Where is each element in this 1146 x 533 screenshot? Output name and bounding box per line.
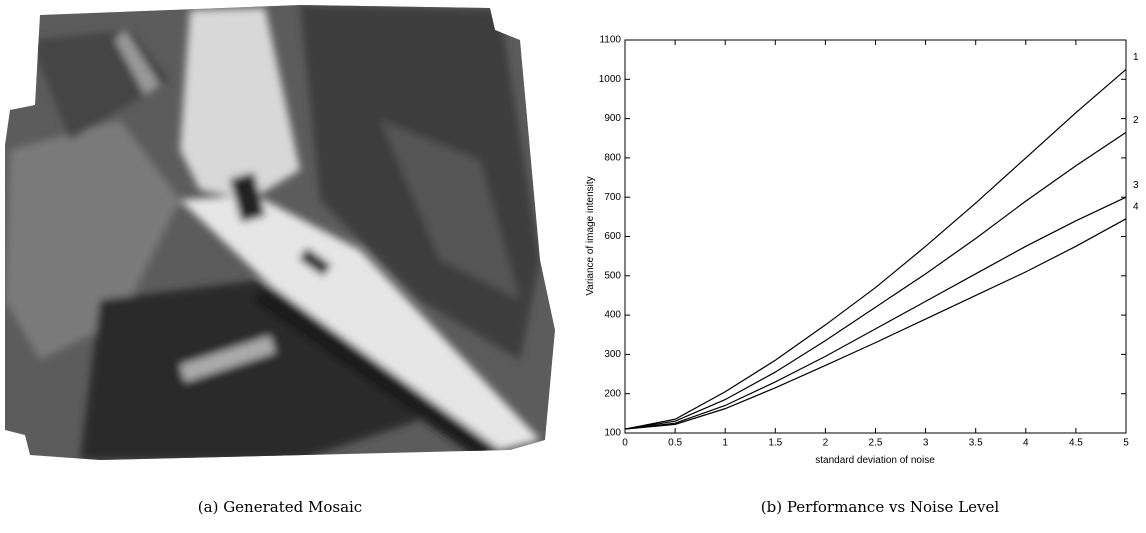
x-tick-label: 1 bbox=[722, 438, 728, 449]
y-tick-label: 400 bbox=[604, 310, 621, 321]
x-tick-label: 4.5 bbox=[1069, 438, 1083, 449]
x-tick-label: 1.5 bbox=[768, 438, 782, 449]
y-tick-label: 300 bbox=[604, 349, 621, 360]
x-tick-label: 5 bbox=[1123, 438, 1129, 449]
x-tick-label: 2 bbox=[823, 438, 829, 449]
y-tick-label: 1000 bbox=[599, 74, 622, 85]
series-line bbox=[624, 218, 1127, 430]
y-tick-label: 700 bbox=[604, 192, 621, 203]
x-tick-label: 4 bbox=[1023, 438, 1029, 449]
series-line bbox=[624, 131, 1127, 430]
series-label: 3 bbox=[1133, 180, 1139, 191]
series-label: 1 bbox=[1133, 52, 1139, 63]
x-tick-label: 0 bbox=[622, 438, 628, 449]
image-caption: (a) Generated Mosaic bbox=[198, 498, 362, 516]
x-tick-label: 3 bbox=[923, 438, 929, 449]
y-tick-label: 200 bbox=[604, 388, 621, 399]
x-tick-label: 2.5 bbox=[869, 438, 883, 449]
x-tick-label: 3.5 bbox=[969, 438, 983, 449]
y-tick-label: 900 bbox=[604, 113, 621, 124]
mosaic-image bbox=[5, 5, 555, 460]
y-tick-label: 600 bbox=[604, 231, 621, 242]
axes-box bbox=[624, 39, 1127, 434]
y-axis-label: Variance of image intensity bbox=[585, 176, 596, 295]
x-axis-label: standard deviation of noise bbox=[815, 455, 935, 466]
series-label: 2 bbox=[1133, 115, 1139, 126]
y-tick-label: 1100 bbox=[599, 35, 621, 46]
chart-caption: (b) Performance vs Noise Level bbox=[761, 498, 1000, 516]
x-tick-label: 0.5 bbox=[668, 438, 682, 449]
y-tick-label: 100 bbox=[604, 428, 621, 439]
series-label: 4 bbox=[1133, 201, 1139, 212]
series-line bbox=[624, 196, 1127, 430]
y-tick-label: 500 bbox=[604, 270, 621, 281]
series-line bbox=[624, 69, 1127, 430]
y-tick-label: 800 bbox=[604, 153, 621, 164]
